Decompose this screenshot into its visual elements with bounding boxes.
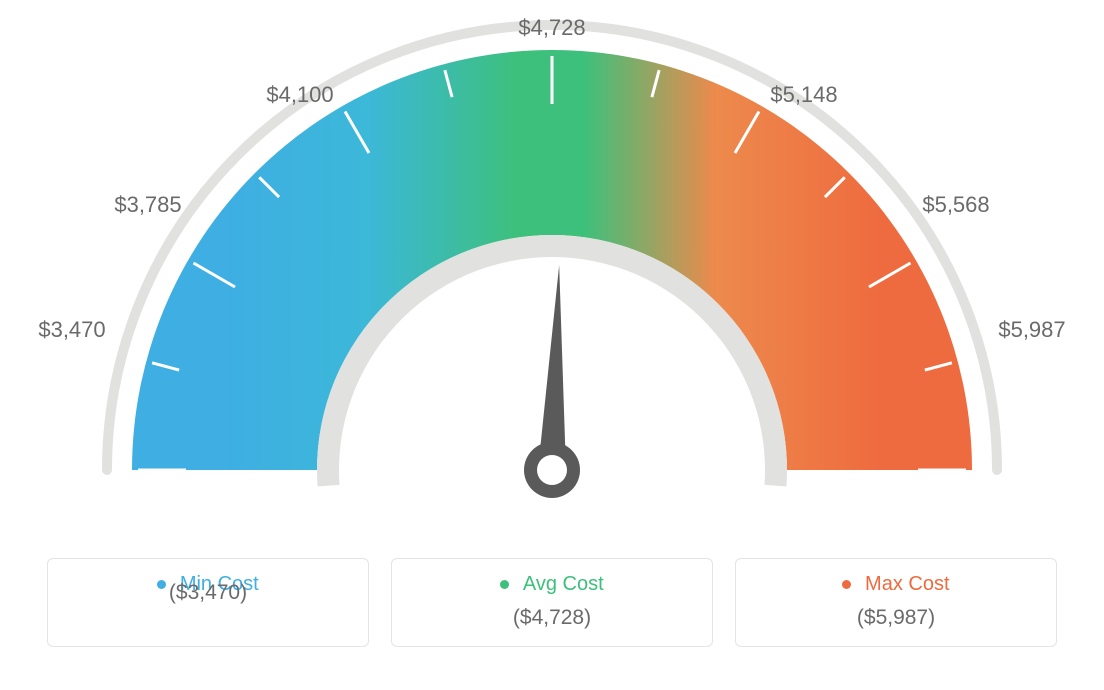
legend-card-max: Max Cost ($5,987): [735, 558, 1057, 647]
gauge-area: $3,470 $3,785 $4,100 $4,728 $5,148 $5,568 $5,9…: [0, 0, 1104, 540]
legend-title-text-avg: Avg Cost: [523, 573, 604, 595]
legend-value-min-real: ($3,470): [48, 581, 368, 605]
gauge-chart-container: $3,470 $3,785 $4,100 $4,728 $5,148 $5,568 $5,9…: [0, 0, 1104, 690]
legend-value-max: ($5,987): [736, 606, 1056, 630]
legend-value-avg: ($4,728): [392, 606, 712, 630]
legend-card-min: Min Cost ($3,470): [47, 558, 369, 647]
legend-row: Min Cost ($3,470) Avg Cost ($4,728) Max …: [0, 558, 1104, 647]
legend-bullet-max: [842, 580, 851, 589]
gauge-tick-label: $5,987: [998, 317, 1065, 343]
gauge-tick-label: $4,100: [266, 82, 333, 108]
legend-title-avg: Avg Cost: [392, 573, 712, 596]
gauge-tick-label: $4,728: [518, 15, 585, 41]
legend-title-max: Max Cost: [736, 573, 1056, 596]
gauge-svg: [0, 0, 1104, 540]
legend-bullet-avg: [500, 580, 509, 589]
legend-title-text-max: Max Cost: [865, 573, 949, 595]
gauge-tick-label: $5,148: [770, 82, 837, 108]
gauge-tick-label: $3,785: [114, 192, 181, 218]
gauge-tick-label: $5,568: [922, 192, 989, 218]
gauge-tick-label: $3,470: [38, 317, 105, 343]
legend-bullet-min: [157, 580, 166, 589]
legend-card-avg: Avg Cost ($4,728): [391, 558, 713, 647]
